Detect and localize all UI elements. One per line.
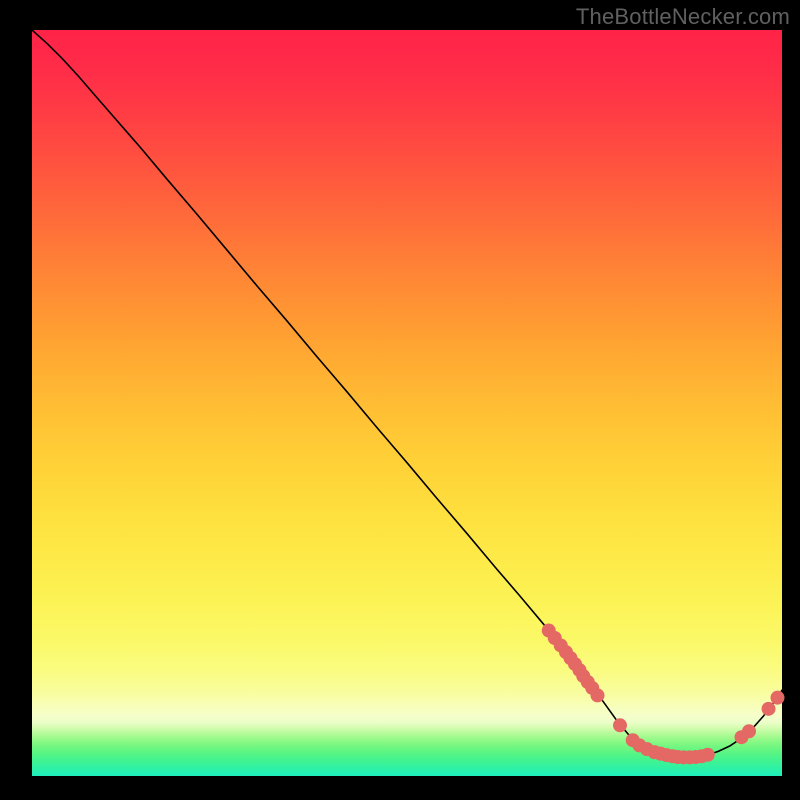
data-point-marker xyxy=(591,688,605,702)
data-point-marker xyxy=(762,702,776,716)
bottleneck-curve-line xyxy=(32,30,782,757)
chart-container: TheBottleNecker.com xyxy=(0,0,800,800)
data-point-marker xyxy=(771,691,785,705)
watermark-text: TheBottleNecker.com xyxy=(576,4,790,30)
data-point-marker xyxy=(613,718,627,732)
data-point-marker xyxy=(742,724,756,738)
chart-svg-layer xyxy=(32,30,782,776)
data-point-marker xyxy=(701,748,715,762)
data-point-markers xyxy=(542,624,785,765)
